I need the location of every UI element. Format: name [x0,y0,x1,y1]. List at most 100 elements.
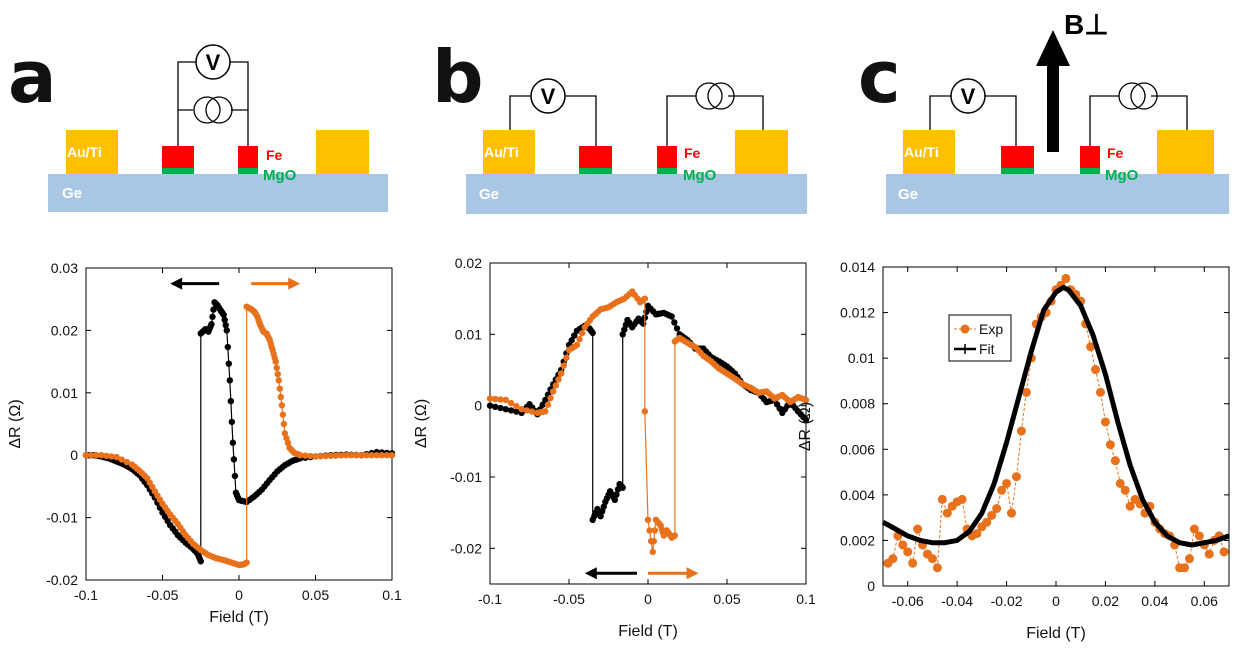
data-point [87,452,95,459]
data-point [274,370,281,378]
x-tick-label: 0.05 [713,591,740,607]
x-tick-label: 0.1 [796,591,816,607]
voltmeter-label: V [206,50,221,75]
y-tick-label: 0.006 [840,441,875,457]
data-point [571,332,578,339]
data-point [576,335,583,343]
data-point [197,558,204,565]
x-tick-label: -0.02 [991,593,1023,609]
data-point [913,524,923,534]
data-point [1105,440,1115,450]
chart-b: -0.1 -0.05 0 0.05 0.1 -0.02 -0.01 0 0.01 0.02 Fiel… [413,255,816,640]
data-point [353,452,360,459]
device-schematic-c: Ge Au/Ti Fe MgO V B⊥ [886,9,1229,214]
data-point [486,395,494,402]
data-point [208,320,215,328]
y-tick-label: 0.012 [840,305,875,321]
data-point [1189,524,1199,534]
fe-electrode [162,146,194,168]
au-ti-contact-right [735,130,788,174]
data-point [640,320,647,327]
series-line-exp [887,277,1225,570]
x-tick-label: -0.05 [147,587,179,603]
data-point [942,508,952,518]
series-line-orange [86,305,392,566]
x-tick-label: -0.05 [553,591,585,607]
data-point [1184,554,1194,564]
data-point [1091,365,1101,375]
data-point [937,494,947,504]
ge-label: Ge [898,186,918,203]
x-tick-label: 0.02 [1092,593,1119,609]
data-point [903,547,913,557]
data-point [363,452,370,459]
data-point [888,554,898,564]
data-point [230,456,238,463]
sweep-arrowhead-icon [288,277,301,290]
y-tick-label: 0 [867,578,875,594]
y-tick-label: -0.01 [450,469,482,485]
au-ti-contact [483,130,535,174]
y-tick-label: -0.01 [46,510,78,526]
data-point [231,472,239,480]
y-tick-label: 0.008 [840,396,875,412]
data-point [317,453,324,460]
data-point [957,494,967,504]
mgo-layer [657,168,677,174]
data-point [220,311,227,318]
data-point [513,402,520,410]
x-axis-label: Field (T) [209,609,269,626]
data-point [651,527,659,534]
y-tick-label: 0.02 [51,322,78,338]
data-point [1204,549,1214,559]
data-point [373,452,380,459]
data-point [644,516,652,523]
data-point [802,416,810,424]
data-point [1120,485,1130,495]
y-tick-label: 0.01 [455,326,482,342]
data-point [1194,531,1204,541]
data-point [332,452,340,459]
data-point [278,402,286,409]
data-point [927,554,937,564]
chart-c: -0.06 -0.04 -0.02 0 0.02 0.04 0.06 0 0.002 0.004 0… [797,259,1230,642]
data-point [539,401,546,408]
data-point [641,295,649,302]
data-point [98,452,105,459]
data-point [613,491,620,498]
magnetic-field-arrow-icon [1036,30,1070,152]
mgo-label: MgO [683,167,717,184]
ge-substrate [48,174,388,212]
data-point [1125,501,1135,511]
y-tick-label: 0.01 [51,385,78,401]
y-tick-label: 0.02 [455,255,482,271]
data-point [550,388,557,395]
current-source-icon [1118,82,1158,110]
data-point [568,337,575,344]
data-point [210,306,217,313]
data-point [342,452,350,459]
y-axis-label: ΔR (Ω) [7,399,24,448]
data-point [502,406,509,413]
data-point [103,452,110,460]
data-point [1086,342,1096,352]
data-point [668,313,675,320]
plot-frame [882,266,1230,587]
x-tick-label: 0.06 [1191,593,1218,609]
legend-marker [960,324,970,334]
x-tick-label: 0 [1052,593,1060,609]
data-point [228,418,236,426]
panel-letter-b: b [432,35,484,119]
data-point [557,370,565,377]
data-point [113,453,120,461]
data-point [898,540,908,550]
current-wires [1089,95,1188,146]
mgo-layer [1080,168,1100,174]
fe-electrode [238,146,258,168]
fe-label: Fe [266,147,283,163]
data-point [82,452,90,459]
legend-box [948,314,1012,362]
fe-electrode [1080,146,1100,168]
b-perp-label: B⊥ [1064,9,1109,40]
